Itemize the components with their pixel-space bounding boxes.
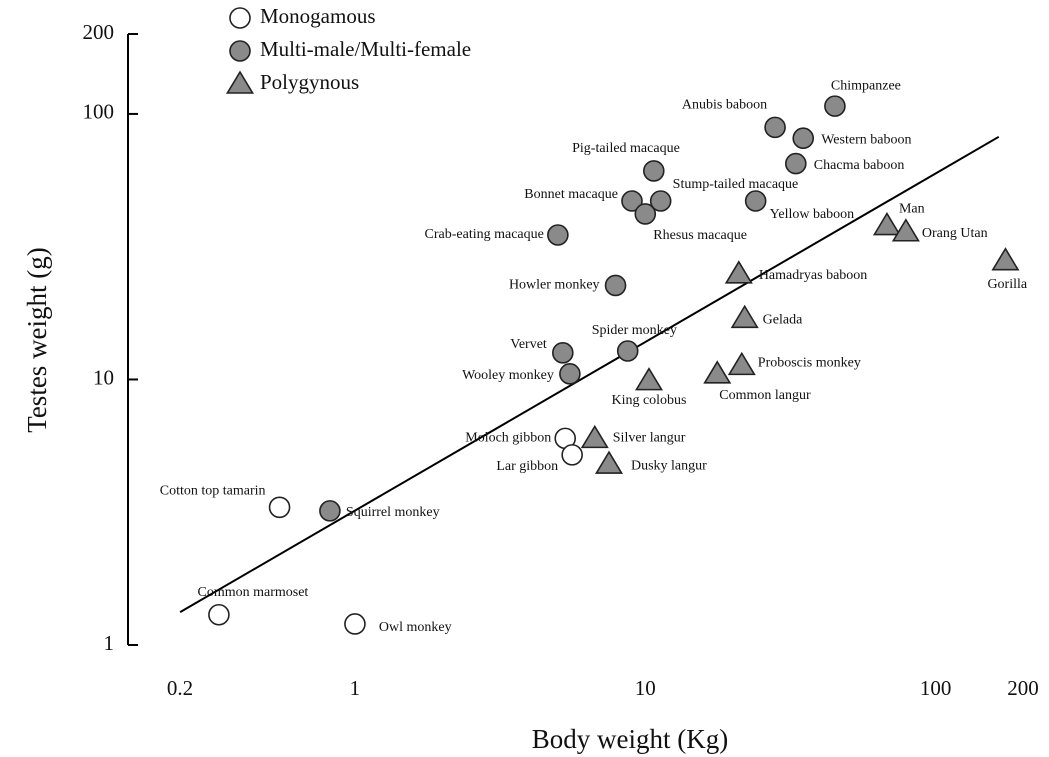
legend-marker [225,70,255,94]
y-tick-label: 10 [93,365,114,389]
legend-marker [229,7,251,29]
y-axis-title: Testes weight (g) [22,247,52,433]
data-point [552,342,574,364]
point-label: Moloch gibbon [465,431,551,446]
y-tick-label: 1 [104,631,115,655]
data-point [744,190,767,212]
point-label: Howler monkey [509,278,600,293]
point-label: Lar gibbon [496,459,558,474]
point-label: Gelada [763,312,803,327]
x-tick-label: 1 [350,676,361,700]
x-tick-label: 0.2 [167,676,193,700]
data-point [319,500,341,522]
legend-label: Monogamous [260,4,376,28]
point-label: King colobus [611,393,686,408]
legend-marker [229,40,251,62]
data-point [764,116,786,139]
point-label: Gorilla [987,277,1027,292]
point-label: Anubis baboon [682,98,767,113]
data-point [703,360,732,384]
y-tick-label: 100 [83,100,115,124]
data-point [621,190,643,212]
point-label: Yellow baboon [770,207,855,222]
data-point [344,613,366,635]
data-point [872,211,901,236]
data-point [649,190,672,212]
point-label: Common marmoset [197,585,308,600]
data-point [727,351,756,376]
legend-label: Polygynous [260,70,359,94]
point-label: Pig-tailed macaque [572,141,680,156]
data-point [559,363,581,385]
point-label: Man [899,202,925,217]
point-label: Rhesus macaque [653,228,747,243]
point-label: Spider monkey [592,323,677,338]
point-label: Chacma baboon [814,158,905,173]
x-axis-title: Body weight (Kg) [532,724,728,754]
data-point [561,444,583,466]
legend-label: Multi-male/Multi-female [260,37,471,61]
point-label: Vervet [510,337,547,352]
data-point [792,127,815,150]
x-tick-label: 10 [635,676,656,700]
x-tick-label: 200 [1007,676,1039,700]
point-label: Stump-tailed macaque [673,177,799,192]
point-label: Hamadryas baboon [759,268,867,283]
y-tick-label: 200 [83,20,115,44]
point-label: Dusky langur [631,458,707,473]
data-point [634,203,657,225]
point-label: Crab-eating macaque [425,227,544,242]
point-label: Cotton top tamarin [160,484,266,499]
data-point [594,450,624,474]
point-label: Owl monkey [379,620,452,635]
data-point [824,95,846,117]
x-tick-label: 100 [920,676,952,700]
point-label: Squirrel monkey [346,505,440,520]
data-point [604,274,627,297]
data-point [642,160,665,182]
point-label: Silver langur [613,431,686,446]
fit-line [179,135,1000,613]
data-point [634,367,664,391]
data-point [891,218,920,242]
data-point [724,260,753,284]
point-label: Wooley monkey [462,368,554,383]
point-label: Common langur [719,388,811,403]
data-point [730,304,759,329]
data-point [547,224,569,246]
point-label: Western baboon [821,132,911,147]
point-label: Bonnet macaque [524,187,618,202]
point-label: Proboscis monkey [758,356,861,371]
data-point [580,424,609,449]
data-point [785,152,807,175]
data-point [616,340,639,362]
point-label: Chimpanzee [831,78,901,93]
point-label: Orang Utan [922,226,988,241]
data-point [208,603,230,626]
data-point [991,247,1020,271]
data-point [268,496,291,519]
